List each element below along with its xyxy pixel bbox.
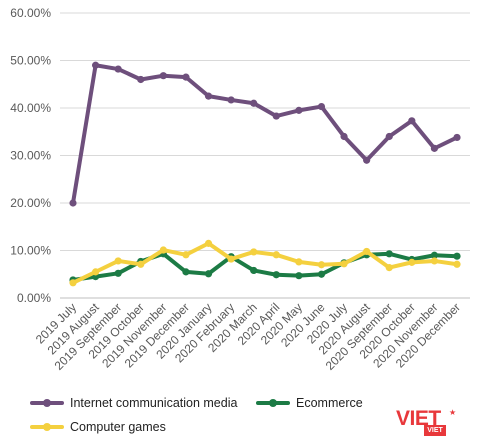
data-point-internet-communication-media (453, 133, 461, 142)
y-tick-label: 30.00% (10, 149, 51, 163)
series-line-internet-communication-media (71, 63, 459, 205)
series-computer-games (69, 239, 461, 287)
data-point-internet-communication-media (91, 61, 100, 69)
data-point-internet-communication-media (317, 102, 326, 111)
y-tick-label: 60.00% (10, 6, 51, 20)
y-tick-label: 50.00% (10, 54, 51, 68)
data-point-computer-games (317, 261, 326, 269)
data-point-ecommerce (204, 270, 213, 278)
data-point-internet-communication-media (159, 72, 167, 80)
data-point-internet-communication-media (204, 92, 213, 100)
series-internet-communication-media (69, 61, 461, 207)
star-icon: ★ (449, 408, 457, 417)
legend-item-internet-communication-media: Internet communication media (30, 396, 237, 410)
logo-text: VIET (396, 407, 441, 430)
data-point-computer-games (363, 247, 371, 256)
data-point-ecommerce (385, 250, 393, 258)
data-point-computer-games (408, 258, 416, 266)
data-point-computer-games (114, 257, 122, 265)
data-point-computer-games (182, 251, 190, 259)
data-point-internet-communication-media (363, 156, 371, 164)
data-point-computer-games (340, 260, 348, 268)
data-point-computer-games (159, 246, 167, 254)
data-point-internet-communication-media (295, 106, 303, 114)
data-point-internet-communication-media (137, 75, 145, 84)
data-point-internet-communication-media (340, 132, 348, 141)
data-point-computer-games (250, 248, 258, 256)
legend-swatch-ecommerce (256, 399, 290, 407)
legend-label: Computer games (70, 420, 166, 434)
data-point-computer-games (227, 255, 235, 263)
data-point-ecommerce (430, 251, 439, 259)
data-point-computer-games (430, 257, 439, 265)
series-lines (69, 61, 461, 287)
legend-label: Internet communication media (70, 396, 238, 410)
data-point-computer-games (453, 260, 461, 268)
y-tick-label: 10.00% (10, 244, 51, 258)
legend-swatch-computer-games (30, 423, 64, 431)
data-point-computer-games (137, 260, 145, 268)
data-point-internet-communication-media (272, 112, 280, 120)
legend-item-ecommerce: Ecommerce (256, 396, 363, 410)
data-point-internet-communication-media (385, 132, 393, 141)
data-point-internet-communication-media (250, 99, 258, 107)
y-tick-label: 20.00% (10, 196, 51, 210)
logo-badge: VIET (424, 425, 446, 436)
data-point-internet-communication-media (408, 117, 416, 125)
data-point-computer-games (385, 264, 393, 272)
data-point-ecommerce (317, 270, 326, 278)
data-point-internet-communication-media (430, 144, 439, 152)
data-point-ecommerce (114, 269, 122, 277)
y-tick-label: 0.00% (17, 291, 51, 305)
data-point-ecommerce (250, 266, 258, 275)
data-point-ecommerce (182, 268, 190, 276)
data-point-computer-games (295, 258, 303, 266)
data-point-ecommerce (295, 272, 303, 280)
data-point-ecommerce (453, 252, 461, 260)
data-point-computer-games (91, 268, 100, 276)
y-axis-tick-labels: 0.00% 10.00% 20.00% 30.00% 40.00% 50.00% 60.00… (10, 6, 51, 305)
legend-label: Ecommerce (296, 396, 363, 410)
series-line-computer-games (71, 241, 459, 285)
data-point-computer-games (272, 251, 280, 259)
legend-item-computer-games: Computer games (30, 420, 166, 434)
y-tick-label: 40.00% (10, 101, 51, 115)
vietnamnet-logo: VIET VIET ★ (396, 408, 456, 438)
data-point-internet-communication-media (182, 73, 190, 81)
data-point-computer-games (69, 279, 77, 287)
data-point-computer-games (204, 239, 213, 247)
data-point-ecommerce (272, 271, 280, 279)
data-point-internet-communication-media (69, 199, 77, 207)
data-point-internet-communication-media (227, 96, 235, 104)
legend-swatch-internet (30, 399, 64, 407)
data-point-internet-communication-media (114, 65, 122, 73)
